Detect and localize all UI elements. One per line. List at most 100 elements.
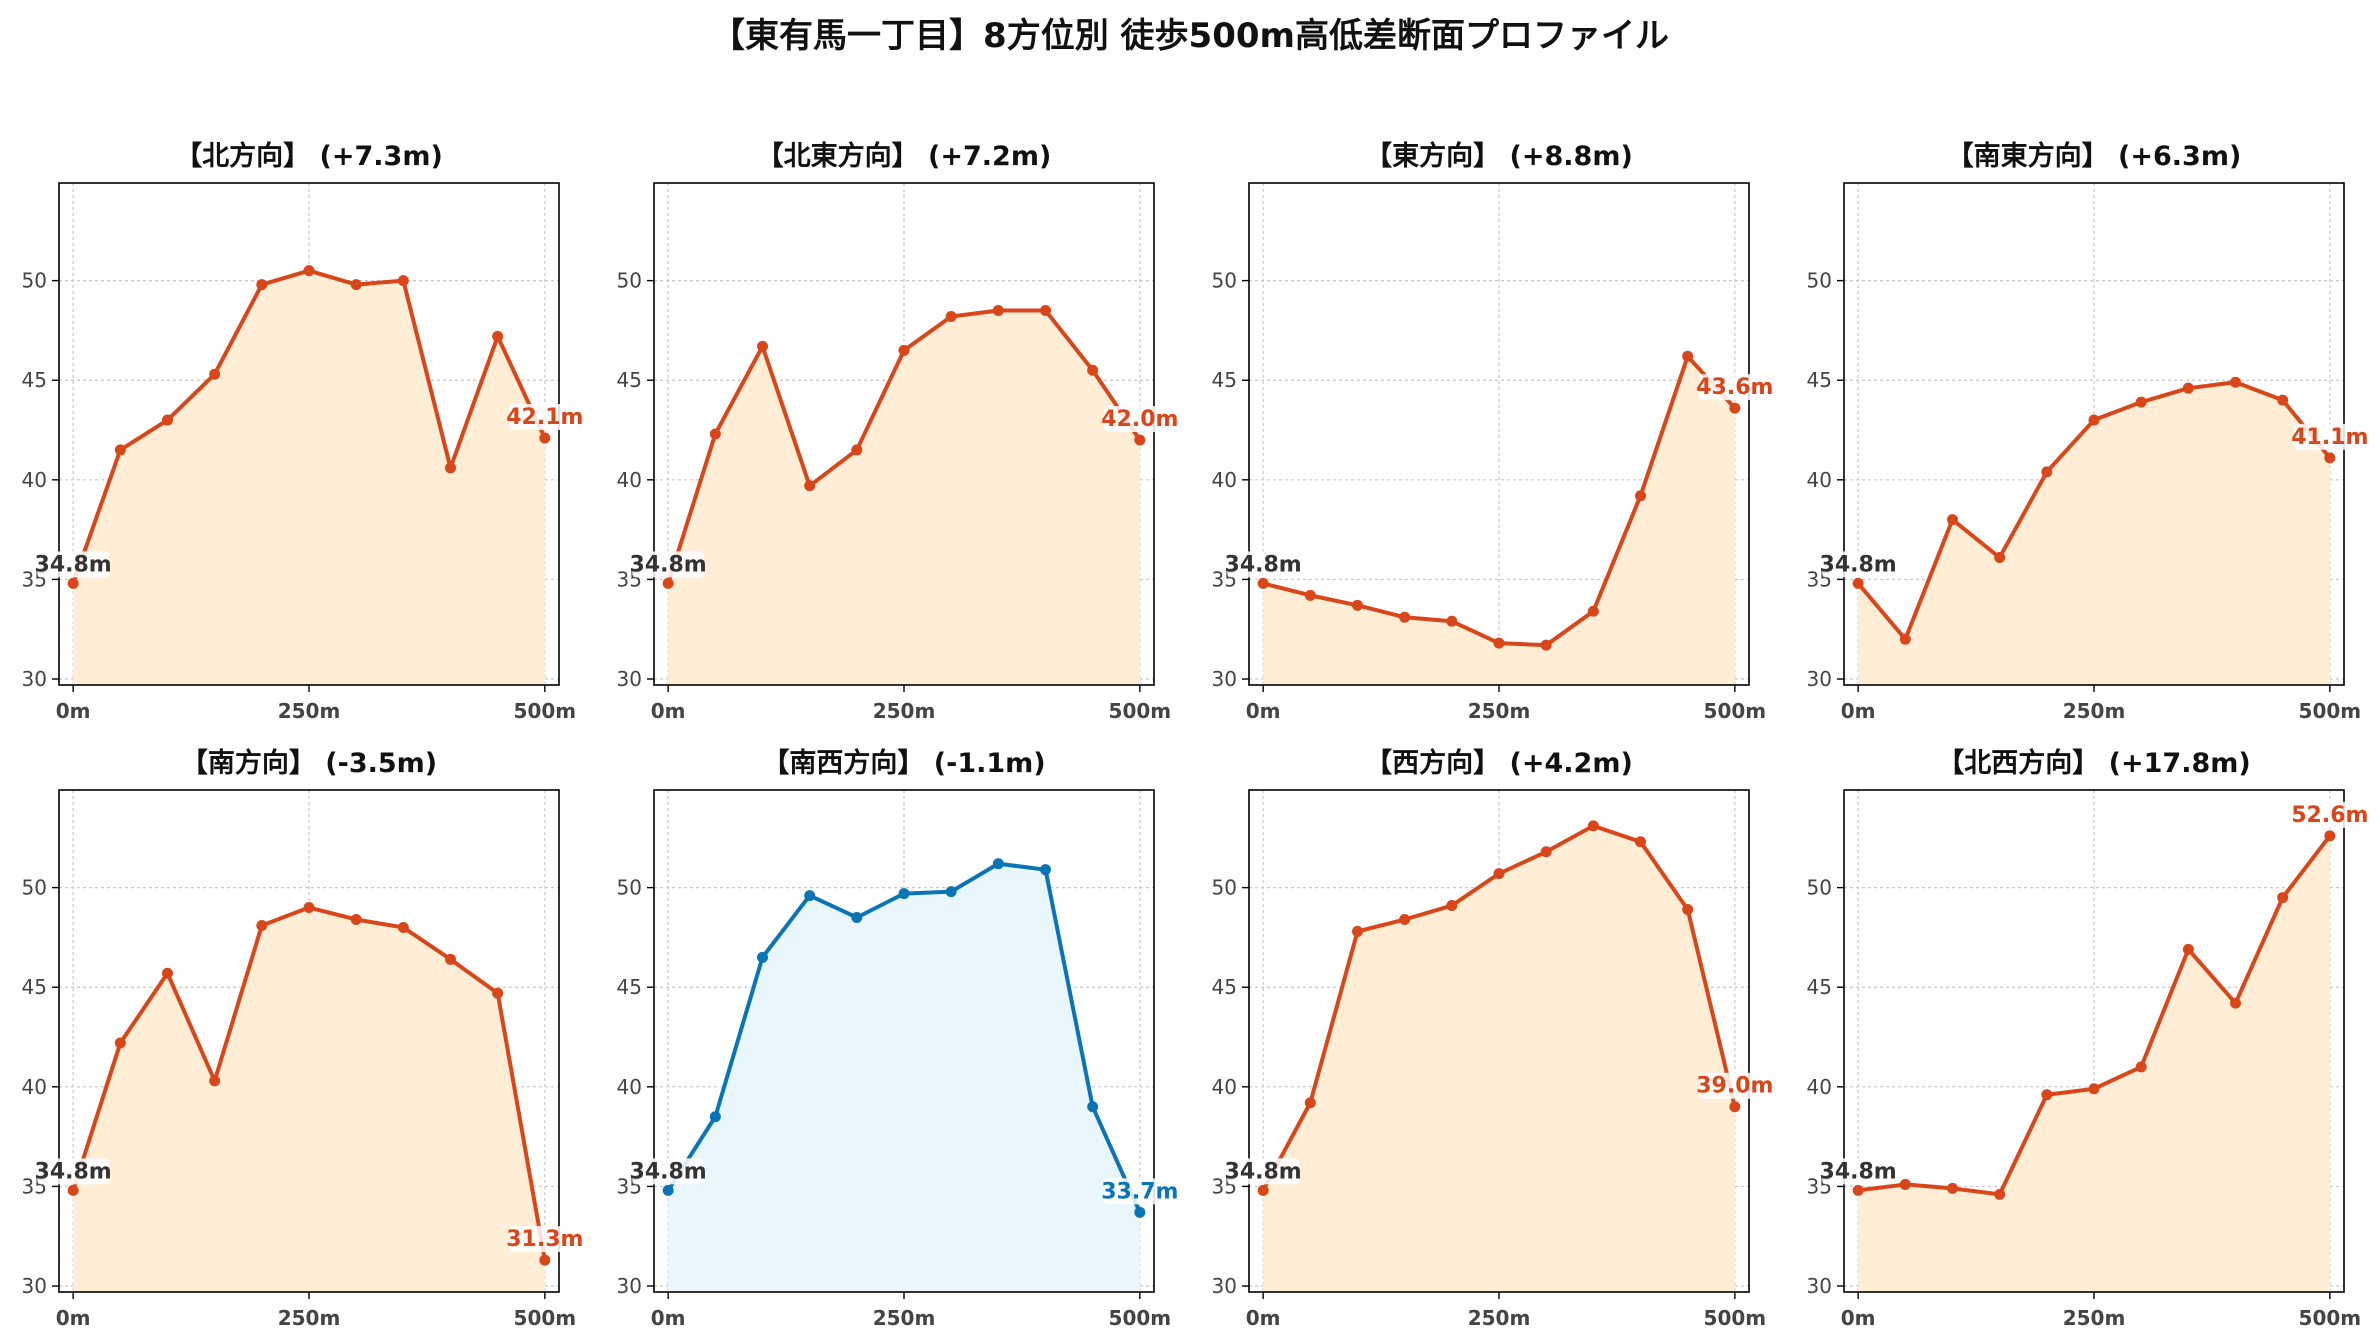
data-label-text: 34.8m: [630, 552, 707, 577]
panel-title: 【北東方向】 (+7.2m): [757, 140, 1052, 172]
data-label-text: 39.0m: [1696, 1074, 1773, 1099]
data-label-bg: [2293, 801, 2366, 828]
data-label-bg: [632, 1158, 705, 1185]
y-tick-label: 45: [1212, 368, 1237, 392]
data-point: [1682, 350, 1694, 362]
data-point: [256, 919, 268, 931]
data-point: [804, 890, 816, 902]
data-point: [256, 279, 268, 291]
x-tick-label: 0m: [1841, 1306, 1876, 1330]
data-point: [1257, 1184, 1269, 1196]
area-fill: [1263, 356, 1735, 685]
y-tick-label: 30: [1212, 1274, 1237, 1298]
x-tick-label: 500m: [2299, 699, 2362, 723]
data-point: [1994, 552, 2006, 564]
data-point: [1635, 836, 1647, 848]
y-tick-label: 45: [1807, 975, 1832, 999]
x-tick-label: 500m: [1109, 699, 1172, 723]
data-label: 42.0m: [1101, 405, 1178, 432]
y-tick-label: 40: [22, 1075, 47, 1099]
data-point: [945, 310, 957, 322]
data-point: [992, 858, 1004, 870]
x-tick-label: 250m: [2063, 699, 2126, 723]
data-label-bg: [1698, 1072, 1771, 1099]
data-point: [1682, 904, 1694, 916]
data-point: [1351, 925, 1363, 937]
data-point: [804, 480, 816, 492]
data-point: [945, 886, 957, 898]
data-label: 31.3m: [506, 1226, 583, 1253]
data-point: [1729, 1101, 1741, 1113]
data-point: [1852, 1184, 1864, 1196]
data-point: [539, 432, 551, 444]
data-point: [1257, 577, 1269, 589]
x-tick-label: 250m: [278, 699, 341, 723]
data-point: [662, 1184, 674, 1196]
x-tick-label: 500m: [1704, 1306, 1767, 1330]
data-label-bg: [37, 551, 110, 578]
data-label-text: 34.8m: [1225, 552, 1302, 577]
y-tick-label: 30: [22, 667, 47, 691]
data-point: [1304, 589, 1316, 601]
data-point: [67, 1184, 79, 1196]
x-tick-label: 500m: [1109, 1306, 1172, 1330]
y-tick-label: 30: [617, 1274, 642, 1298]
data-point: [709, 428, 721, 440]
data-label-bg: [508, 403, 581, 430]
y-tick-label: 50: [22, 269, 47, 293]
data-point: [1540, 846, 1552, 858]
data-label-text: 34.8m: [35, 552, 112, 577]
x-tick-label: 250m: [278, 1306, 341, 1330]
panel-title: 【東方向】 (+8.8m): [1365, 140, 1633, 172]
x-tick-label: 0m: [651, 699, 686, 723]
data-point: [1040, 864, 1052, 876]
data-point: [114, 1037, 126, 1049]
data-point: [992, 304, 1004, 316]
x-tick-label: 250m: [873, 699, 936, 723]
data-point: [2135, 1061, 2147, 1073]
data-point: [756, 951, 768, 963]
panel-title: 【南東方向】 (+6.3m): [1947, 140, 2242, 172]
y-tick-label: 50: [1212, 876, 1237, 900]
x-tick-label: 500m: [514, 699, 577, 723]
data-point: [662, 577, 674, 589]
data-point: [1946, 514, 1958, 526]
data-point: [1493, 868, 1505, 880]
data-label-text: 31.3m: [506, 1227, 583, 1252]
x-tick-label: 0m: [1246, 699, 1281, 723]
x-tick-label: 250m: [1468, 1306, 1531, 1330]
data-label: 34.8m: [630, 551, 707, 578]
area-fill: [668, 310, 1140, 685]
panel-title: 【南方向】 (-3.5m): [181, 747, 437, 779]
y-tick-label: 40: [22, 468, 47, 492]
data-point: [2230, 376, 2242, 388]
data-label-text: 34.8m: [35, 1159, 112, 1184]
data-label: 34.8m: [630, 1158, 707, 1185]
y-tick-label: 30: [1212, 667, 1237, 691]
data-point: [2324, 830, 2336, 842]
data-point: [2182, 382, 2194, 394]
y-tick-label: 40: [1807, 468, 1832, 492]
data-point: [1399, 913, 1411, 925]
data-label-text: 34.8m: [1225, 1159, 1302, 1184]
panel-title: 【南西方向】 (-1.1m): [762, 747, 1045, 779]
y-tick-label: 30: [1807, 1274, 1832, 1298]
y-tick-label: 40: [617, 468, 642, 492]
data-label-text: 42.0m: [1101, 407, 1178, 432]
panel-title: 【北西方向】 (+17.8m): [1937, 747, 2250, 779]
data-point: [1304, 1097, 1316, 1109]
x-tick-label: 500m: [514, 1306, 577, 1330]
data-label-bg: [508, 1226, 581, 1253]
data-point: [1351, 599, 1363, 611]
data-point: [209, 368, 221, 380]
y-tick-label: 50: [1212, 269, 1237, 293]
data-point: [1134, 1206, 1146, 1218]
x-tick-label: 250m: [1468, 699, 1531, 723]
data-point: [1635, 490, 1647, 502]
panel-title: 【北方向】 (+7.3m): [175, 140, 443, 172]
data-point: [2088, 414, 2100, 426]
